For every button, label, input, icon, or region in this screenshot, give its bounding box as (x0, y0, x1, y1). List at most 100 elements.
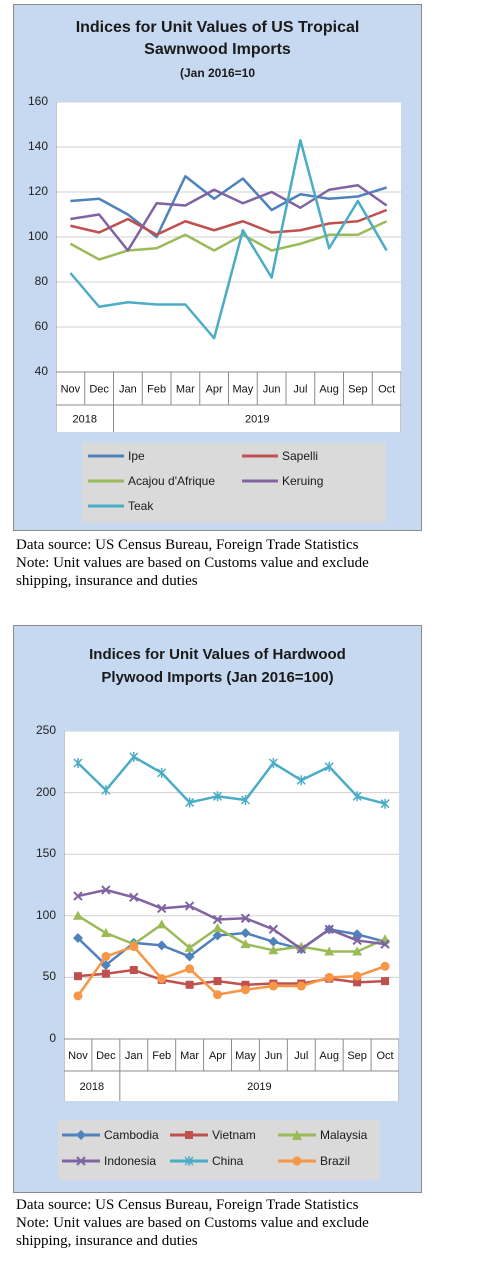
series-cambodia (72, 924, 391, 971)
data-point (101, 951, 111, 961)
series-line (77, 968, 386, 987)
x-tick-label: Feb (152, 1050, 171, 1062)
x-tick-label: Oct (376, 1050, 393, 1062)
x-tick-label: Aug (319, 1050, 339, 1062)
year-label: 2019 (247, 1081, 271, 1093)
series-china (73, 751, 390, 809)
chart1-legend-keruing: Keruing (242, 474, 324, 488)
data-point (296, 981, 306, 991)
data-point (129, 751, 139, 762)
x-tick-label: Sep (347, 1050, 367, 1062)
chart1-svg: Nov Dec Jan Feb Mar Apr May Jun Jul Aug Sep Oct 2018… (55, 101, 402, 432)
data-point (157, 767, 167, 778)
chart2-title-line2: Plywood Imports (Jan 2016=100) (101, 669, 334, 686)
data-point (212, 930, 223, 941)
data-point (240, 928, 251, 939)
series-line (77, 755, 386, 805)
data-point (240, 939, 251, 949)
y-tick-label: 200 (35, 784, 56, 799)
data-point (381, 977, 390, 986)
chart1-title-line2: Sawnwood Imports (144, 41, 291, 58)
data-point (324, 924, 334, 935)
data-point (324, 972, 334, 982)
x-tick-label: Mar (176, 384, 195, 396)
data-point (213, 791, 223, 802)
data-point (324, 761, 334, 772)
plywood-chart-panel: Indices for Unit Values of Hardwood Plyw… (13, 625, 422, 1193)
series-line (76, 945, 386, 997)
chart1-subtitle: (Jan 2016=10 (179, 66, 256, 80)
y-tick-label: 160 (27, 94, 48, 108)
chart2-note-source: Data source: US Census Bureau, Foreign T… (16, 1197, 359, 1213)
y-tick-label: 120 (27, 184, 48, 198)
data-point (324, 946, 335, 956)
y-tick-label: 150 (35, 846, 56, 861)
data-point (352, 929, 363, 940)
data-point (73, 758, 83, 769)
chart2-legend-brazil: Brazil (278, 1154, 350, 1168)
x-tick-label: Feb (147, 384, 166, 396)
chart2-note-line3: shipping, insurance and duties (16, 1233, 198, 1249)
data-point (100, 960, 111, 971)
x-tick-label: Jan (119, 384, 137, 396)
data-point (156, 919, 167, 929)
data-point (184, 942, 195, 952)
data-point (240, 794, 250, 805)
data-point (185, 980, 194, 989)
year-label: 2018 (80, 1081, 104, 1093)
chart1-note-line2: Note: Unit values are based on Customs v… (16, 555, 369, 571)
series-line (70, 184, 388, 252)
x-tick-label: Sep (348, 384, 368, 396)
data-point (185, 964, 195, 974)
data-point (129, 942, 139, 952)
x-tick-label: Aug (319, 384, 339, 396)
data-point (380, 798, 390, 809)
series-line (70, 208, 388, 236)
chart2-legend-malaysia: Malaysia (278, 1128, 367, 1142)
y-tick-label: 60 (34, 319, 48, 333)
x-tick-label: Oct (378, 384, 395, 396)
data-point (240, 913, 251, 923)
data-point (240, 985, 250, 995)
data-point (185, 797, 195, 808)
chart1-legend-ipe: Ipe (88, 449, 145, 463)
data-point (72, 910, 83, 920)
y-tick-label: 40 (34, 364, 48, 378)
data-point (352, 971, 362, 981)
chart1-legend-teak: Teak (88, 499, 154, 513)
data-point (380, 939, 390, 949)
chart2-legend-indonesia: Indonesia (62, 1154, 156, 1168)
y-tick-label: 50 (42, 969, 56, 984)
chart2-plot-area: Nov Dec Jan Feb Mar Apr May Jun Jul Aug Sep Oct 2018… (63, 730, 400, 1101)
chart1-legend-acajou: Acajou d'Afrique (88, 474, 216, 488)
chart2-legend-china: China (170, 1154, 243, 1168)
series-teak (69, 139, 388, 340)
data-point (268, 936, 279, 947)
sawnwood-chart-panel: Indices for Unit Values of US Tropical S… (13, 4, 422, 531)
data-point (212, 914, 223, 925)
x-tick-label: Dec (96, 1050, 116, 1062)
data-point (353, 978, 362, 987)
chart1-title-line1: Indices for Unit Values of US Tropical (75, 19, 360, 36)
chart1-note: Data source: US Census Bureau, Foreign T… (16, 536, 369, 590)
data-point (100, 928, 111, 938)
chart2-svg: Nov Dec Jan Feb Mar Apr May Jun Jul Aug Sep Oct 2018… (63, 730, 400, 1101)
y-tick-label: 80 (34, 274, 48, 288)
data-point (213, 977, 222, 986)
data-point (101, 969, 110, 978)
data-point (352, 935, 362, 946)
x-tick-label: Mar (180, 1050, 199, 1062)
year-label: 2018 (73, 414, 97, 426)
chart2-note: Data source: US Census Bureau, Foreign T… (16, 1196, 369, 1250)
y-tick-label: 140 (27, 139, 48, 153)
data-point (73, 972, 82, 981)
chart2-legend-cambodia: Cambodia (62, 1128, 159, 1142)
chart2-note-line2: Note: Unit values are based on Customs v… (16, 1215, 369, 1231)
chart1-note-line3: shipping, insurance and duties (16, 573, 198, 589)
x-tick-label: May (235, 1050, 256, 1062)
x-tick-label: Apr (209, 1050, 226, 1062)
y-tick-label: 100 (35, 907, 56, 922)
data-point (241, 980, 250, 989)
data-point (156, 940, 167, 951)
series-acajou-d-afrique (69, 220, 388, 261)
